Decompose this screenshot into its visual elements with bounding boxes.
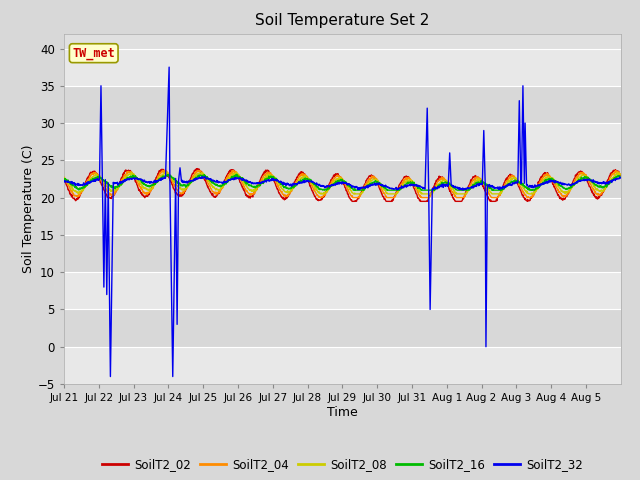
Bar (64, 86, 621, 123)
Text: TW_met: TW_met (72, 47, 115, 60)
Bar (64, 347, 621, 384)
Bar (64, 235, 621, 272)
X-axis label: Time: Time (327, 406, 358, 419)
Title: Soil Temperature Set 2: Soil Temperature Set 2 (255, 13, 429, 28)
Bar (64, 160, 621, 198)
Bar (64, 310, 621, 347)
Bar (64, 198, 621, 235)
Bar (64, 272, 621, 310)
Y-axis label: Soil Temperature (C): Soil Temperature (C) (22, 144, 35, 273)
Bar (64, 48, 621, 86)
Bar (64, 123, 621, 160)
Legend: SoilT2_02, SoilT2_04, SoilT2_08, SoilT2_16, SoilT2_32: SoilT2_02, SoilT2_04, SoilT2_08, SoilT2_… (97, 454, 588, 476)
